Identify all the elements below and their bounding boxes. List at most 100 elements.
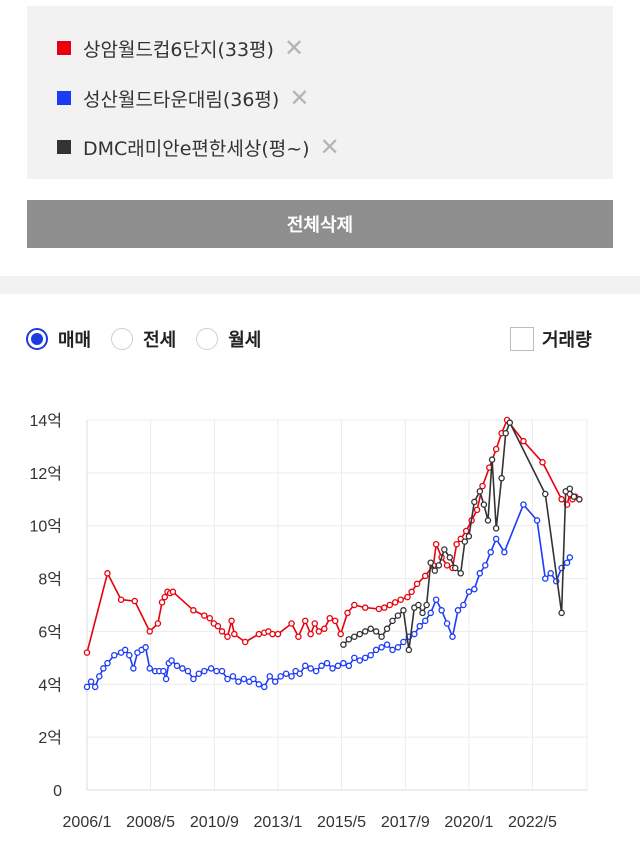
data-point (323, 659, 331, 667)
data-point (228, 617, 235, 625)
data-point (451, 564, 459, 572)
radio-jeonse[interactable]: 전세 (111, 326, 176, 352)
radio-unselected-icon[interactable] (196, 328, 219, 350)
data-point (465, 533, 473, 540)
data-point (435, 562, 443, 569)
data-point (345, 662, 353, 670)
radio-label-monthly-rent: 월세 (228, 330, 262, 351)
data-point (558, 496, 565, 503)
close-icon[interactable]: ✕ (283, 34, 305, 62)
data-point (142, 644, 149, 651)
data-point (487, 548, 494, 556)
y-tick-label: 6억 (38, 623, 62, 641)
y-tick-label: 14억 (29, 412, 62, 430)
volume-label: 거래량 (542, 330, 592, 351)
x-tick-label: 2015/5 (317, 814, 366, 831)
data-point (416, 622, 424, 630)
data-point (381, 604, 388, 611)
volume-checkbox[interactable] (510, 327, 534, 351)
data-point (361, 604, 369, 611)
compare-item-2[interactable]: 성산월드타운대림(36평) ✕ (57, 83, 309, 113)
data-point (570, 493, 578, 500)
x-tick-label: 2006/1 (63, 814, 112, 831)
data-point (104, 659, 111, 667)
data-point (161, 593, 168, 601)
series-line (86, 419, 580, 653)
data-point (301, 617, 309, 625)
data-point (558, 609, 565, 617)
data-point (154, 620, 162, 627)
volume-toggle[interactable]: 거래량 (510, 326, 592, 352)
y-tick-label: 8억 (38, 571, 62, 589)
data-point (397, 596, 404, 603)
data-point (91, 683, 99, 691)
data-point (520, 501, 527, 508)
data-point (104, 570, 111, 577)
data-point (383, 625, 391, 633)
radio-monthly-rent[interactable]: 월세 (196, 326, 261, 352)
compare-item-3[interactable]: DMC래미안e편한세상(평~) ✕ (57, 132, 340, 162)
close-icon[interactable]: ✕ (319, 133, 340, 161)
data-point (501, 548, 508, 556)
data-point (492, 445, 500, 453)
compare-item-1[interactable]: 상암월드컵6단지(33평) ✕ (57, 33, 304, 63)
data-point (404, 593, 411, 601)
data-point (462, 527, 470, 535)
x-tick-label: 2017/9 (381, 814, 430, 831)
data-point (331, 617, 339, 625)
data-point (235, 678, 242, 685)
data-point (449, 633, 456, 640)
data-point (421, 572, 429, 580)
radio-sale[interactable]: 매매 (26, 326, 91, 352)
data-point (443, 620, 451, 627)
data-point (542, 575, 549, 582)
series-line (86, 503, 571, 688)
data-point (488, 456, 496, 463)
x-tick-label: 2022/5 (508, 814, 557, 831)
close-icon[interactable]: ✕ (289, 84, 310, 112)
radio-label-sale: 매매 (58, 330, 92, 351)
data-point (295, 633, 302, 640)
data-point (361, 628, 369, 635)
data-point (421, 617, 429, 625)
data-point (146, 628, 153, 635)
delete-all-button[interactable]: 전체삭제 (27, 200, 613, 248)
data-point (190, 607, 197, 614)
data-point (471, 498, 478, 506)
data-point (520, 437, 527, 445)
data-point (372, 628, 380, 635)
data-point (427, 609, 434, 617)
data-point (321, 625, 328, 633)
x-tick-label: 2010/9 (190, 814, 239, 831)
data-point (261, 683, 268, 691)
data-point (432, 596, 440, 603)
data-point (441, 546, 448, 553)
x-tick-label: 2020/1 (444, 814, 493, 831)
compare-item-label: DMC래미안e편한세상(평~) (83, 137, 310, 160)
data-point (201, 667, 208, 675)
radio-unselected-icon[interactable] (111, 328, 134, 350)
data-point (375, 605, 383, 613)
data-point (453, 540, 460, 548)
data-point (169, 588, 177, 596)
data-point (111, 651, 118, 659)
data-point (502, 429, 509, 437)
data-point (394, 612, 402, 619)
data-point (231, 630, 238, 638)
data-point (400, 638, 407, 646)
data-point (391, 599, 399, 606)
data-point (386, 601, 394, 609)
y-tick-label: 12억 (29, 465, 62, 483)
data-point (240, 675, 248, 683)
data-point (367, 625, 374, 633)
radio-selected-icon[interactable] (26, 328, 48, 350)
data-point (498, 474, 505, 482)
radio-label-jeonse: 전세 (143, 330, 177, 351)
data-point (213, 667, 220, 675)
data-point (311, 620, 319, 627)
data-point (389, 646, 396, 654)
data-point (431, 567, 439, 574)
data-point (168, 657, 175, 664)
data-point (282, 670, 290, 677)
data-point (506, 419, 514, 426)
